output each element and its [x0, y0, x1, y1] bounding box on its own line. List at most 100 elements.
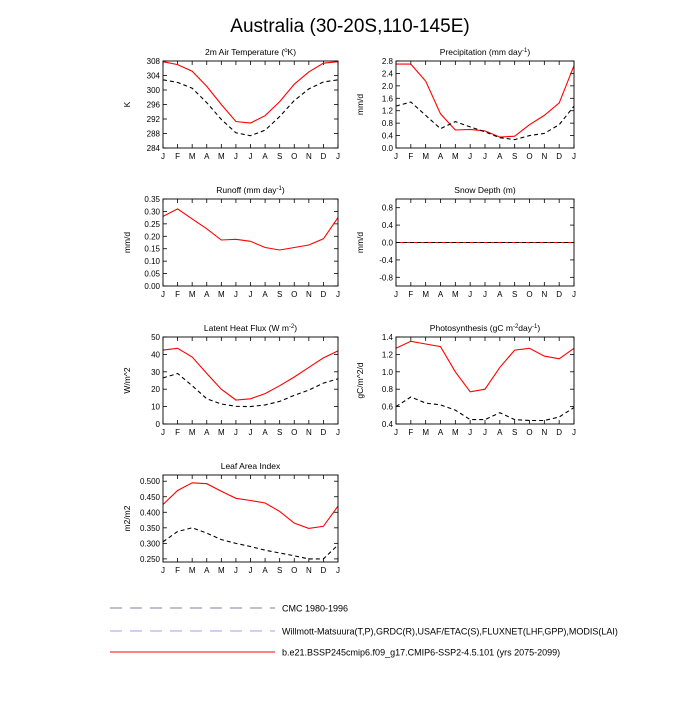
panel-title: Latent Heat Flux (W m-2) — [204, 323, 297, 333]
x-tick-label: O — [291, 428, 297, 437]
x-tick-label: F — [175, 290, 180, 299]
y-tick-label: 0.400 — [140, 508, 161, 517]
x-tick-label: J — [336, 152, 340, 161]
x-tick-label: M — [218, 152, 225, 161]
y-tick-label: 0.500 — [140, 477, 161, 486]
x-tick-label: A — [262, 290, 268, 299]
panel-title: Snow Depth (m) — [454, 185, 516, 195]
x-tick-label: D — [556, 152, 562, 161]
x-tick-label: F — [175, 428, 180, 437]
x-tick-label: M — [218, 566, 225, 575]
y-tick-label: 1.4 — [382, 333, 394, 342]
legend-label-1: CMC 1980-1996 — [282, 604, 348, 614]
x-tick-label: M — [189, 566, 196, 575]
y-tick-label: 1.2 — [382, 350, 394, 359]
y-tick-label: 1.2 — [382, 107, 394, 116]
series-line-1 — [162, 208, 339, 251]
y-tick-label: 0.15 — [144, 245, 160, 254]
y-tick-label: 0.35 — [144, 195, 160, 204]
x-tick-label: F — [175, 152, 180, 161]
y-tick-label: 0.25 — [144, 220, 160, 229]
x-tick-label: D — [556, 428, 562, 437]
panel-6: Photosynthesis (gC m-2day-1) gC/m^2/d 0.4 0… — [355, 323, 576, 437]
x-tick-label: A — [497, 428, 503, 437]
panel-title: Precipitation (mm day-1) — [440, 47, 531, 57]
y-tick-label: 20 — [151, 385, 160, 394]
plot-frame — [162, 474, 339, 563]
x-tick-label: J — [468, 428, 472, 437]
panel-title: 2m Air Temperature (oK) — [205, 47, 296, 57]
x-tick-label: A — [262, 428, 268, 437]
x-tick-label: J — [336, 290, 340, 299]
x-tick-label: D — [321, 290, 327, 299]
x-tick-label: J — [336, 428, 340, 437]
x-tick-label: J — [394, 290, 398, 299]
y-axis-label: gC/m^2/d — [355, 362, 365, 398]
panel-title: Photosynthesis (gC m-2day-1) — [430, 323, 541, 333]
series-line-1 — [395, 340, 575, 393]
y-tick-label: 292 — [147, 115, 161, 124]
x-tick-label: A — [497, 152, 503, 161]
x-tick-label: J — [572, 290, 576, 299]
y-tick-label: 50 — [151, 333, 160, 342]
x-tick-label: M — [189, 290, 196, 299]
series-line-1 — [396, 63, 575, 138]
series-line-1 — [162, 482, 339, 529]
panel-7: Leaf Area Index m2/m2 0.250 0.300 0.350 0.400… — [122, 461, 340, 575]
y-tick-label: 0.6 — [382, 403, 394, 412]
x-tick-label: O — [291, 152, 297, 161]
y-tick-label: 2.4 — [382, 69, 394, 78]
x-tick-label: S — [512, 428, 517, 437]
x-tick-label: O — [291, 290, 297, 299]
x-tick-label: N — [541, 428, 547, 437]
x-tick-label: M — [422, 428, 429, 437]
x-tick-label: A — [438, 152, 444, 161]
y-tick-label: 0.10 — [144, 257, 160, 266]
y-tick-label: 0.8 — [382, 204, 394, 213]
y-tick-label: 300 — [147, 86, 161, 95]
y-tick-label: 0.300 — [140, 539, 161, 548]
y-tick-label: 0.8 — [382, 385, 394, 394]
panel-1: 2m Air Temperature (oK) K 284 288 292 296 300 3… — [122, 47, 340, 161]
x-tick-label: A — [262, 566, 268, 575]
x-tick-label: J — [161, 566, 165, 575]
x-tick-label: J — [483, 428, 487, 437]
series-line-2 — [395, 396, 575, 422]
y-tick-label: 0 — [156, 420, 161, 429]
x-tick-label: J — [483, 290, 487, 299]
x-tick-label: M — [452, 428, 459, 437]
x-tick-label: N — [306, 290, 312, 299]
x-tick-label: J — [234, 566, 238, 575]
x-tick-label: F — [175, 566, 180, 575]
y-tick-label: 1.6 — [382, 94, 394, 103]
x-tick-label: N — [541, 290, 547, 299]
figure-title: Australia (30-20S,110-145E) — [230, 16, 469, 37]
x-tick-label: J — [394, 152, 398, 161]
x-tick-label: J — [161, 428, 165, 437]
x-tick-label: J — [161, 290, 165, 299]
x-tick-label: D — [321, 152, 327, 161]
x-tick-label: J — [161, 152, 165, 161]
plot-frame — [162, 60, 339, 149]
y-tick-label: 0.05 — [144, 270, 160, 279]
x-tick-label: J — [394, 428, 398, 437]
x-tick-label: A — [438, 290, 444, 299]
panel-title: Leaf Area Index — [221, 461, 281, 471]
x-tick-label: N — [306, 152, 312, 161]
x-tick-label: J — [572, 152, 576, 161]
x-tick-label: A — [262, 152, 268, 161]
y-tick-label: 0.0 — [382, 144, 394, 153]
y-tick-label: 10 — [151, 403, 160, 412]
x-tick-label: S — [277, 290, 282, 299]
x-tick-label: O — [291, 566, 297, 575]
x-tick-label: D — [321, 428, 327, 437]
y-tick-label: 0.4 — [382, 420, 394, 429]
y-tick-label: 0.350 — [140, 524, 161, 533]
x-tick-label: J — [572, 428, 576, 437]
x-tick-label: A — [204, 152, 210, 161]
series-line-2 — [162, 79, 339, 137]
y-tick-label: 284 — [147, 144, 161, 153]
x-tick-label: J — [336, 566, 340, 575]
y-axis-label: mm/d — [355, 94, 365, 116]
